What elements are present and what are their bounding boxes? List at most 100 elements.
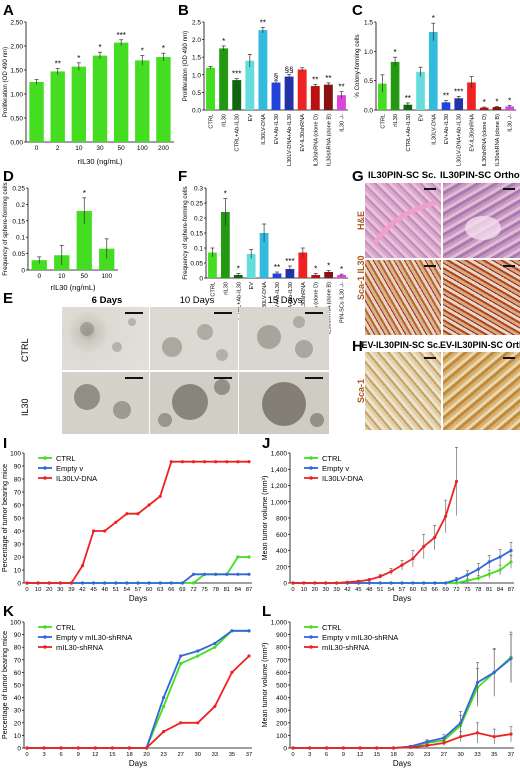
data-point [433,581,437,585]
significance-label: * [495,97,498,106]
series-line [293,656,512,749]
y-tick-label: 800 [276,516,287,523]
legend-marker [309,476,313,480]
data-point [80,581,85,585]
x-axis-label: rIL30 (ng/mL) [50,283,96,292]
data-point [345,580,350,584]
x-tick-label: 54 [124,587,131,593]
x-tick-label: EV+Ab-IL30 [444,114,450,144]
bar [285,269,295,278]
micrograph-ev-sca1-ortho [443,352,520,430]
data-point [179,721,183,725]
y-tick-label: 1.5 [364,20,373,27]
x-tick-label: EV+Ab-IL30 [275,282,281,312]
significance-label: * [237,265,240,274]
panel-label-i: I [3,435,8,452]
x-tick-label: 66 [431,587,437,593]
y-tick-label: 200 [276,564,287,571]
data-point [225,572,229,576]
panel-label-k: K [3,603,14,620]
data-point [225,460,229,464]
bar [219,48,229,110]
x-axis-label: Days [129,594,147,603]
y-tick-label: 50 [14,516,22,523]
chart-d-sphere-forming-dose: 0 0.05 0.1 0.15 0.2 0.25 0 10 * 50 100 rIL30 (ng/mL… [2,182,118,292]
significance-label: * [327,262,330,271]
y-tick-label: 0.05 [12,251,25,258]
data-point [92,529,96,533]
legend-label: IL30LV-DNA [322,474,363,483]
x-tick-label: 84 [235,587,242,593]
bar [259,233,269,278]
scale-bar [503,188,515,190]
x-tick-label: 0 [37,273,41,280]
y-tick-label: 0.15 [12,218,25,225]
legend-marker [43,625,47,629]
panel-label-g: G [352,168,364,185]
significance-label: * [141,47,144,56]
x-tick-label: CTRL+Ab-IL30 [236,282,242,319]
data-point [389,570,393,574]
data-point [389,581,393,585]
x-tick-label: 10 [58,273,66,280]
column-title-15-days: 15 Days [267,295,303,306]
x-tick-label: 57 [399,587,405,593]
x-tick-label: 30 [57,587,63,593]
x-tick-label: 39 [68,587,74,593]
x-tick-label: 81 [224,587,230,593]
x-tick-label: rIL30 [222,114,228,127]
data-point [509,656,513,661]
y-tick-label: 0.05 [190,261,203,268]
micrograph-il30-15-days [239,372,329,434]
significance-label: * [394,48,397,57]
data-point [498,555,502,559]
x-tick-label: 42 [344,587,350,593]
y-tick-label: 700 [276,657,287,664]
y-tick-label: 20 [14,720,22,727]
legend-marker [43,456,47,460]
data-point [162,704,166,709]
significance-label: ** [312,75,318,84]
y-tick-label: 10 [14,568,22,575]
x-tick-label: 6 [60,752,63,758]
data-point [247,572,251,576]
data-point [454,578,459,582]
x-tick-label: 51 [377,587,383,593]
data-point [179,654,183,658]
significance-label: ** [260,18,266,27]
data-point [291,746,295,750]
scale-bar [125,377,143,379]
x-tick-label: IL30LV-DNA+Ab-IL30 [457,114,463,166]
x-axis-label: Days [393,759,411,768]
bar [378,83,387,110]
bar [208,252,217,278]
data-point [378,581,382,585]
y-tick-label: 1.0 [192,72,201,79]
y-tick-label: 50 [14,683,22,690]
data-point [213,641,217,646]
y-tick-label: 0,00 [10,140,23,147]
scale-bar [125,312,143,314]
significance-label: ** [443,92,449,101]
x-tick-label: 37 [508,752,514,758]
chart-l-tumor-volume-shrna: 0 100 200 300 400 500 600 700 800 900 1,000 0 3 6 9 12 1… [260,620,514,768]
x-tick-label: 50 [81,273,89,280]
x-tick-label: 51 [113,587,119,593]
data-point [47,581,51,585]
data-point [378,574,382,579]
scale-bar [214,377,232,379]
data-point [92,581,96,585]
y-tick-label: 0 [199,276,203,283]
bar [441,102,451,110]
data-point [335,581,339,585]
x-tick-label: 20 [46,587,52,593]
data-point [487,572,491,576]
x-tick-label: CTRL+Ab-IL30 [235,114,241,151]
h-title-ortho: EV-IL30PIN-SC Ortho. [440,340,520,350]
data-point [162,730,166,734]
x-tick-label: 81 [486,587,492,593]
data-point [136,581,140,585]
y-tick-label: 1,000 [271,620,288,627]
y-tick-label: 600 [276,670,287,677]
x-tick-label: 30 [457,752,463,758]
